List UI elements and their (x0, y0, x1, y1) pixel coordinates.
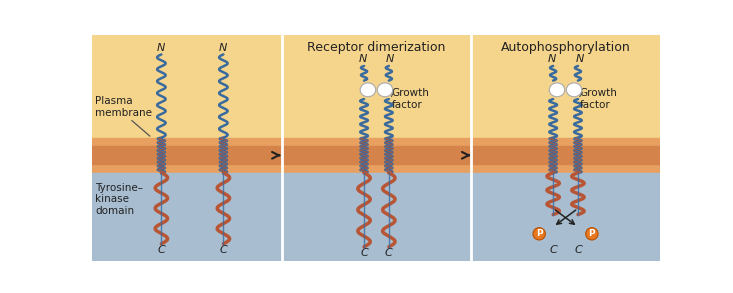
Bar (281, 173, 471, 261)
Text: C: C (158, 245, 165, 255)
Circle shape (533, 228, 545, 240)
Text: P: P (536, 229, 542, 238)
Text: N: N (548, 54, 556, 64)
Text: N: N (157, 43, 166, 53)
Bar (92, 35, 281, 138)
Text: Plasma
membrane: Plasma membrane (95, 96, 152, 117)
Ellipse shape (377, 83, 393, 97)
Text: N: N (575, 54, 583, 64)
Text: Receptor dimerization: Receptor dimerization (307, 41, 446, 54)
Ellipse shape (567, 83, 582, 97)
Text: N: N (219, 43, 227, 53)
Ellipse shape (549, 83, 564, 97)
Text: C: C (549, 245, 557, 255)
Text: Tyrosine–
kinase
domain: Tyrosine– kinase domain (95, 183, 144, 216)
Bar (92, 146, 281, 164)
Text: Growth
factor: Growth factor (580, 88, 618, 110)
Text: Growth
factor: Growth factor (391, 88, 430, 110)
Circle shape (586, 228, 598, 240)
Bar (471, 35, 660, 138)
Bar (92, 138, 281, 173)
Bar (471, 146, 660, 164)
Bar (281, 138, 471, 173)
Text: N: N (386, 54, 394, 64)
Bar (281, 35, 471, 138)
Text: Autophosphorylation: Autophosphorylation (501, 41, 630, 54)
Text: P: P (589, 229, 595, 238)
Text: C: C (219, 245, 227, 255)
Bar (281, 146, 471, 164)
Text: N: N (358, 54, 366, 64)
Bar (92, 173, 281, 261)
Text: C: C (360, 248, 368, 258)
Bar (471, 138, 660, 173)
Ellipse shape (360, 83, 376, 97)
Bar (471, 173, 660, 261)
Text: C: C (574, 245, 582, 255)
Text: C: C (385, 248, 393, 258)
